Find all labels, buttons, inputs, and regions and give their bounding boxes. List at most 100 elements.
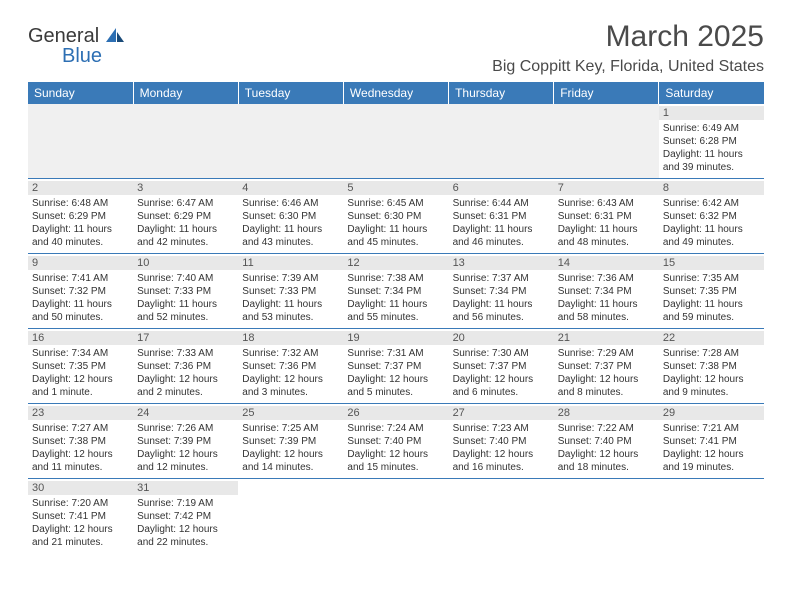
day-number: 5 [343, 181, 448, 195]
day-number: 30 [28, 481, 133, 495]
calendar-day: 17Sunrise: 7:33 AMSunset: 7:36 PMDayligh… [133, 329, 238, 404]
day-info-line: Sunrise: 7:38 AM [347, 272, 444, 285]
day-info-line: Sunset: 6:31 PM [453, 210, 550, 223]
day-info-line: Sunrise: 7:21 AM [663, 422, 760, 435]
sail-icon [104, 26, 126, 44]
day-number: 14 [554, 256, 659, 270]
day-info-line: and 22 minutes. [137, 536, 234, 549]
day-info-line: Daylight: 11 hours [453, 298, 550, 311]
day-info-line: and 19 minutes. [663, 461, 760, 474]
day-info-line: Daylight: 12 hours [137, 448, 234, 461]
day-info-line: Sunset: 6:29 PM [137, 210, 234, 223]
calendar-day: 22Sunrise: 7:28 AMSunset: 7:38 PMDayligh… [659, 329, 764, 404]
day-info-line: and 1 minute. [32, 386, 129, 399]
day-info-line: Daylight: 12 hours [663, 373, 760, 386]
day-info-line: Sunset: 7:37 PM [558, 360, 655, 373]
day-number: 16 [28, 331, 133, 345]
day-info-line: Sunset: 6:31 PM [558, 210, 655, 223]
calendar-week: 30Sunrise: 7:20 AMSunset: 7:41 PMDayligh… [28, 479, 764, 554]
day-info-line: Sunrise: 6:44 AM [453, 197, 550, 210]
day-info-line: and 56 minutes. [453, 311, 550, 324]
weekday-header: Wednesday [343, 82, 448, 104]
calendar-day: 11Sunrise: 7:39 AMSunset: 7:33 PMDayligh… [238, 254, 343, 329]
day-info-line: Daylight: 12 hours [32, 373, 129, 386]
weekday-header: Thursday [449, 82, 554, 104]
day-info-line: Sunrise: 7:19 AM [137, 497, 234, 510]
day-info-line: and 5 minutes. [347, 386, 444, 399]
day-info-line: and 12 minutes. [137, 461, 234, 474]
day-info-line: Sunset: 6:30 PM [347, 210, 444, 223]
month-title: March 2025 [492, 20, 764, 54]
calendar-empty [449, 104, 554, 179]
calendar-week: 16Sunrise: 7:34 AMSunset: 7:35 PMDayligh… [28, 329, 764, 404]
calendar-day: 27Sunrise: 7:23 AMSunset: 7:40 PMDayligh… [449, 404, 554, 479]
calendar-empty [554, 104, 659, 179]
day-info-line: Daylight: 12 hours [663, 448, 760, 461]
day-info-line: and 21 minutes. [32, 536, 129, 549]
day-number: 8 [659, 181, 764, 195]
day-number: 2 [28, 181, 133, 195]
day-info-line: Sunset: 7:37 PM [453, 360, 550, 373]
calendar-table: SundayMondayTuesdayWednesdayThursdayFrid… [28, 82, 764, 553]
day-info-line: Sunset: 7:39 PM [242, 435, 339, 448]
calendar-day: 30Sunrise: 7:20 AMSunset: 7:41 PMDayligh… [28, 479, 133, 554]
calendar-day: 9Sunrise: 7:41 AMSunset: 7:32 PMDaylight… [28, 254, 133, 329]
calendar-empty [343, 479, 448, 554]
calendar-day: 24Sunrise: 7:26 AMSunset: 7:39 PMDayligh… [133, 404, 238, 479]
day-info-line: and 46 minutes. [453, 236, 550, 249]
day-number: 25 [238, 406, 343, 420]
calendar-week: 1Sunrise: 6:49 AMSunset: 6:28 PMDaylight… [28, 104, 764, 179]
day-info-line: Sunrise: 7:36 AM [558, 272, 655, 285]
day-info-line: and 49 minutes. [663, 236, 760, 249]
day-info-line: Daylight: 11 hours [558, 223, 655, 236]
day-number: 13 [449, 256, 554, 270]
day-info-line: Sunset: 7:42 PM [137, 510, 234, 523]
day-info-line: Sunset: 7:38 PM [663, 360, 760, 373]
day-info-line: Sunrise: 7:20 AM [32, 497, 129, 510]
day-info-line: Daylight: 12 hours [242, 373, 339, 386]
day-info-line: Sunset: 7:40 PM [347, 435, 444, 448]
logo-text: General Blue [28, 26, 102, 66]
calendar-day: 2Sunrise: 6:48 AMSunset: 6:29 PMDaylight… [28, 179, 133, 254]
day-info-line: Sunset: 7:33 PM [242, 285, 339, 298]
day-number: 3 [133, 181, 238, 195]
day-info-line: Daylight: 12 hours [137, 373, 234, 386]
day-number: 1 [659, 106, 764, 120]
day-info-line: Daylight: 11 hours [347, 298, 444, 311]
calendar-day: 10Sunrise: 7:40 AMSunset: 7:33 PMDayligh… [133, 254, 238, 329]
day-number: 18 [238, 331, 343, 345]
calendar-day: 31Sunrise: 7:19 AMSunset: 7:42 PMDayligh… [133, 479, 238, 554]
calendar-day: 4Sunrise: 6:46 AMSunset: 6:30 PMDaylight… [238, 179, 343, 254]
day-number: 31 [133, 481, 238, 495]
day-info-line: Sunset: 7:32 PM [32, 285, 129, 298]
title-block: March 2025 Big Coppitt Key, Florida, Uni… [492, 20, 764, 76]
calendar-day: 21Sunrise: 7:29 AMSunset: 7:37 PMDayligh… [554, 329, 659, 404]
calendar-day: 6Sunrise: 6:44 AMSunset: 6:31 PMDaylight… [449, 179, 554, 254]
day-info-line: Sunrise: 6:48 AM [32, 197, 129, 210]
calendar-empty [554, 479, 659, 554]
day-info-line: Daylight: 11 hours [663, 298, 760, 311]
day-info-line: Sunrise: 7:33 AM [137, 347, 234, 360]
day-info-line: Sunset: 7:33 PM [137, 285, 234, 298]
day-info-line: Sunset: 6:28 PM [663, 135, 760, 148]
day-info-line: Daylight: 11 hours [137, 298, 234, 311]
day-number: 22 [659, 331, 764, 345]
day-info-line: Sunrise: 7:37 AM [453, 272, 550, 285]
day-info-line: Sunset: 7:38 PM [32, 435, 129, 448]
day-info-line: and 59 minutes. [663, 311, 760, 324]
day-info-line: Sunrise: 7:26 AM [137, 422, 234, 435]
day-number: 26 [343, 406, 448, 420]
calendar-day: 14Sunrise: 7:36 AMSunset: 7:34 PMDayligh… [554, 254, 659, 329]
day-info-line: Sunset: 7:34 PM [453, 285, 550, 298]
day-info-line: and 43 minutes. [242, 236, 339, 249]
header: General Blue March 2025 Big Coppitt Key,… [28, 20, 764, 76]
calendar-day: 25Sunrise: 7:25 AMSunset: 7:39 PMDayligh… [238, 404, 343, 479]
calendar-day: 12Sunrise: 7:38 AMSunset: 7:34 PMDayligh… [343, 254, 448, 329]
day-info-line: Daylight: 11 hours [453, 223, 550, 236]
day-info-line: and 16 minutes. [453, 461, 550, 474]
day-info-line: Sunrise: 7:34 AM [32, 347, 129, 360]
day-info-line: and 48 minutes. [558, 236, 655, 249]
day-number: 11 [238, 256, 343, 270]
calendar-day: 26Sunrise: 7:24 AMSunset: 7:40 PMDayligh… [343, 404, 448, 479]
day-info-line: Sunrise: 7:30 AM [453, 347, 550, 360]
